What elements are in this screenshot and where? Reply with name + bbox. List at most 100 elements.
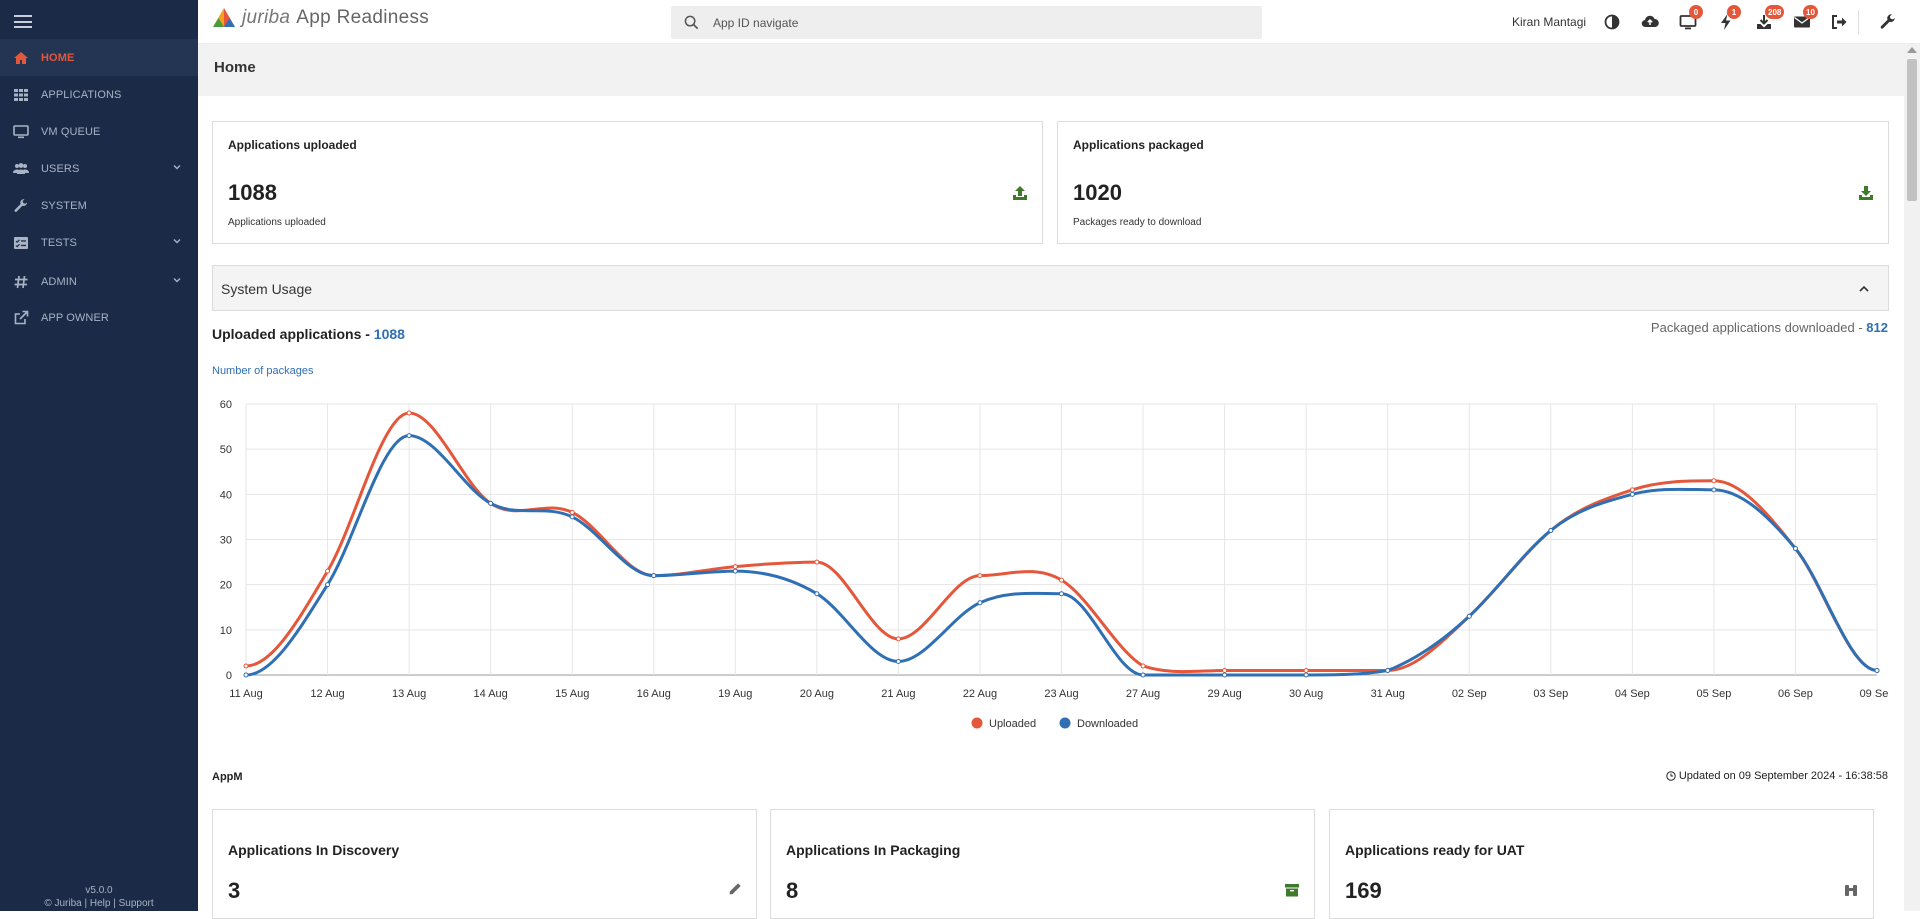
chevron-up-icon[interactable] [1858, 284, 1870, 294]
data-point-downloaded [1385, 667, 1391, 673]
mail-icon[interactable]: 10 [1791, 5, 1818, 33]
uat-card[interactable]: Applications ready for UAT 169 [1329, 809, 1874, 919]
data-point-downloaded [1466, 613, 1472, 619]
x-tick-label: 13 Aug [392, 688, 426, 700]
data-point-downloaded [1711, 487, 1717, 493]
theme-toggle-icon[interactable] [1601, 11, 1623, 33]
cloud-upload-icon[interactable] [1639, 11, 1661, 33]
sidebar-item-label: APP OWNER [41, 311, 109, 324]
data-point-downloaded [406, 433, 412, 439]
card-title: Applications uploaded [228, 138, 357, 152]
archive-icon [1285, 884, 1299, 897]
sidebar-footer: v5.0.0 © Juriba | Help | Support [0, 884, 198, 911]
data-point-downloaded [732, 568, 738, 574]
packaging-card[interactable]: Applications In Packaging 8 [770, 809, 1315, 919]
external-link-icon [13, 310, 29, 326]
help-link[interactable]: Help [89, 898, 111, 909]
sidebar: HOME APPLICATIONS VM QUEUE USERS SYSTEM … [0, 0, 198, 911]
support-link[interactable]: Support [118, 898, 154, 909]
x-tick-label: 22 Aug [963, 688, 997, 700]
sidebar-item-admin[interactable]: ADMIN [0, 263, 198, 300]
x-tick-label: 02 Sep [1452, 688, 1487, 700]
sidebar-item-system[interactable]: SYSTEM [0, 187, 198, 224]
juriba-logo-icon [213, 8, 235, 27]
scrollbar-track[interactable] [1904, 44, 1920, 911]
sidebar-item-applications[interactable]: APPLICATIONS [0, 76, 198, 113]
scrollbar-thumb[interactable] [1907, 59, 1917, 201]
search-input[interactable] [713, 15, 1233, 30]
users-icon [13, 161, 29, 177]
menu-toggle-icon[interactable] [14, 15, 32, 28]
downloaded-applications-heading: Packaged applications downloaded - 812 [1651, 320, 1888, 335]
y-tick-label: 50 [220, 444, 232, 456]
toolbar-divider [1858, 10, 1859, 34]
search-box[interactable] [671, 6, 1262, 39]
data-point-downloaded [569, 514, 575, 520]
messages-badge: 10 [1803, 5, 1818, 19]
data-point-downloaded [895, 658, 901, 664]
checklist-icon [13, 235, 29, 251]
page-title: Home [214, 59, 256, 76]
x-tick-label: 14 Aug [474, 688, 508, 700]
card-title: Applications In Discovery [228, 842, 400, 858]
data-point-uploaded [895, 636, 901, 642]
data-point-downloaded [1874, 667, 1880, 673]
brand-name: juriba [242, 7, 291, 28]
chevron-down-icon [173, 239, 181, 244]
packaged-card: Applications packaged 1020 Packages read… [1057, 121, 1889, 244]
lightning-icon[interactable]: 1 [1715, 5, 1741, 33]
card-value: 8 [786, 878, 799, 903]
data-point-downloaded [1222, 672, 1228, 678]
x-tick-label: 23 Aug [1044, 688, 1078, 700]
home-icon [13, 50, 29, 66]
sidebar-item-users[interactable]: USERS [0, 150, 198, 187]
card-value: 3 [228, 878, 241, 903]
sidebar-item-tests[interactable]: TESTS [0, 224, 198, 261]
data-point-downloaded [1548, 527, 1554, 533]
sidebar-item-app-owner[interactable]: APP OWNER [0, 299, 198, 336]
x-tick-label: 21 Aug [881, 688, 915, 700]
app-logo[interactable]: juriba App Readiness [212, 7, 429, 29]
card-subtitle: Applications uploaded [228, 217, 326, 228]
user-name[interactable]: Kiran Mantagi [1512, 15, 1587, 29]
sidebar-item-vm-queue[interactable]: VM QUEUE [0, 113, 198, 150]
y-tick-label: 30 [220, 535, 232, 547]
uploaded-applications-title: Uploaded applications - [212, 326, 374, 342]
download-icon [1859, 186, 1873, 200]
settings-wrench-icon[interactable] [1877, 11, 1899, 33]
uploaded-card: Applications uploaded 1088 Applications … [212, 121, 1043, 244]
scroll-up-arrow-icon[interactable] [1907, 47, 1917, 53]
data-point-uploaded [1140, 663, 1146, 669]
copyright-text: © Juriba [44, 898, 82, 909]
x-tick-label: 20 Aug [800, 688, 834, 700]
download-icon[interactable]: 208 [1753, 5, 1785, 33]
data-point-uploaded [325, 568, 331, 574]
vm-monitor-icon[interactable]: 0 [1677, 5, 1703, 33]
appm-section-label: AppM [212, 771, 243, 783]
sidebar-item-home[interactable]: HOME [0, 39, 198, 76]
x-tick-label: 19 Aug [718, 688, 752, 700]
sidebar-item-label: ADMIN [41, 275, 77, 288]
data-point-downloaded [1059, 591, 1064, 597]
data-point-uploaded [243, 663, 249, 669]
vm-badge: 0 [1689, 5, 1703, 19]
sign-out-icon[interactable] [1828, 11, 1850, 33]
footer-separator: | [113, 898, 116, 909]
discovery-card[interactable]: Applications In Discovery 3 [212, 809, 757, 919]
hash-icon [13, 274, 29, 290]
system-usage-header[interactable]: System Usage [212, 265, 1889, 311]
legend-label-uploaded: Uploaded [989, 718, 1036, 730]
x-tick-label: 15 Aug [555, 688, 589, 700]
data-point-downloaded [1629, 491, 1635, 497]
x-tick-label: 27 Aug [1126, 688, 1160, 700]
data-point-downloaded [814, 591, 820, 597]
data-point-uploaded [406, 410, 412, 416]
updated-text: Updated on 09 September 2024 - 16:38:58 [1678, 770, 1888, 782]
sidebar-item-label: USERS [41, 162, 80, 175]
x-tick-label: 16 Aug [637, 688, 671, 700]
downloaded-total: 812 [1866, 320, 1888, 335]
clock-icon [1666, 771, 1676, 781]
x-tick-label: 31 Aug [1371, 688, 1405, 700]
system-usage-label: System Usage [221, 281, 313, 297]
y-tick-label: 10 [220, 625, 232, 637]
